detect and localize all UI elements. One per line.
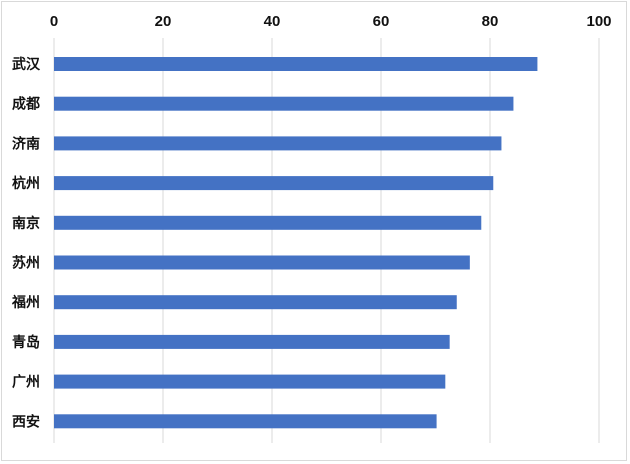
bar-8	[54, 374, 446, 389]
bar-6	[54, 295, 457, 310]
x-tick-labels: 0 20 40 60 80 100	[50, 13, 612, 30]
category-label: 武汉	[12, 56, 41, 73]
x-tick-label: 0	[50, 13, 58, 30]
category-label: 杭州	[12, 175, 40, 192]
category-label: 西安	[12, 413, 40, 430]
x-tick-label: 60	[373, 13, 390, 30]
category-label: 成都	[12, 96, 40, 113]
x-tick-label: 40	[264, 13, 281, 30]
x-tick-label: 80	[482, 13, 499, 30]
category-label: 青岛	[12, 334, 40, 351]
bar-4	[54, 215, 482, 230]
bar-5	[54, 255, 470, 270]
bar-7	[54, 334, 450, 349]
bar-1	[54, 96, 514, 111]
bar-2	[54, 136, 502, 151]
x-tick-label: 100	[586, 13, 611, 30]
category-label: 福州	[11, 294, 40, 311]
category-label: 南京	[12, 215, 40, 232]
bar-9	[54, 414, 437, 429]
category-label: 济南	[12, 135, 40, 152]
category-label: 广州	[12, 374, 40, 391]
category-label: 苏州	[12, 255, 40, 272]
x-tick-label: 20	[155, 13, 172, 30]
bar-0	[54, 57, 538, 71]
bars	[54, 57, 538, 429]
bar-3	[54, 176, 494, 191]
